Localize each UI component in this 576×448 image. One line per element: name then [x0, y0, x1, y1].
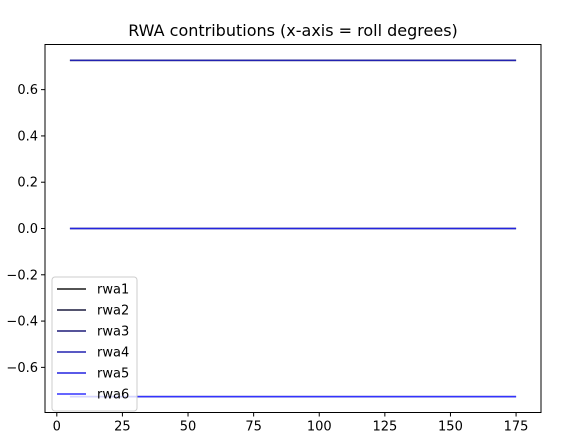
y-axis: 0.6 0.4 0.2 0.0 −0.2 −0.4 −0.6 [6, 83, 45, 376]
series-lines [69, 59, 517, 398]
y-tick-label: −0.6 [6, 361, 38, 376]
x-tick-label: 25 [114, 420, 131, 435]
x-axis: 0 25 50 75 100 125 150 175 [53, 412, 529, 435]
x-tick-label: 125 [372, 420, 397, 435]
y-tick-label: 0.4 [17, 129, 38, 144]
y-tick-label: 0.6 [17, 83, 38, 98]
legend-label-rwa2: rwa2 [97, 304, 129, 319]
chart-title: RWA contributions (x-axis = roll degrees… [128, 21, 458, 40]
legend-label-rwa5: rwa5 [97, 367, 129, 382]
x-tick-label: 150 [438, 420, 463, 435]
y-tick-label: 0.0 [17, 222, 38, 237]
legend: rwa1 rwa2 rwa3 rwa4 rwa5 rwa6 [51, 276, 138, 412]
legend-label-rwa6: rwa6 [97, 388, 129, 403]
x-tick-label: 0 [53, 420, 61, 435]
x-tick-label: 175 [504, 420, 529, 435]
y-tick-label: 0.2 [17, 176, 38, 191]
legend-label-rwa3: rwa3 [97, 325, 129, 340]
y-tick-label: −0.4 [6, 315, 38, 330]
legend-label-rwa1: rwa1 [97, 283, 129, 298]
legend-label-rwa4: rwa4 [97, 346, 129, 361]
x-tick-label: 50 [180, 420, 197, 435]
y-tick-label: −0.2 [6, 268, 38, 283]
x-tick-label: 100 [307, 420, 332, 435]
x-tick-label: 75 [245, 420, 262, 435]
